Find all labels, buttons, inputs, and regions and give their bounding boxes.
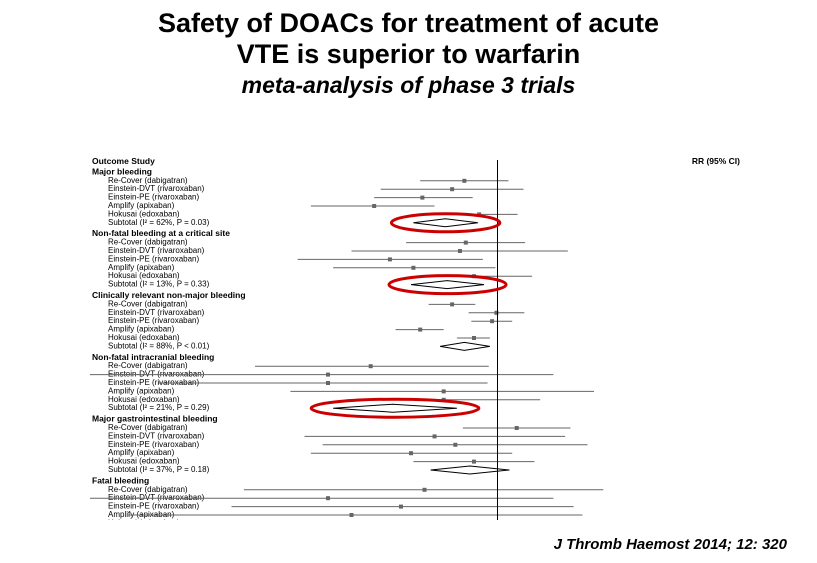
point-estimate bbox=[458, 249, 462, 253]
point-estimate bbox=[418, 328, 422, 332]
title-line-2: VTE is superior to warfarin bbox=[237, 39, 581, 69]
header-outcome: Outcome Study bbox=[92, 156, 155, 166]
point-estimate bbox=[515, 426, 519, 430]
forest-plot-svg: Outcome StudyRR (95% CI)Major bleedingRe… bbox=[90, 150, 750, 520]
slide-subtitle: meta-analysis of phase 3 trials bbox=[0, 72, 817, 100]
point-estimate bbox=[372, 204, 376, 208]
subtotal-label: Subtotal (I² = 21%, P = 0.29) bbox=[108, 403, 210, 412]
forest-plot: Outcome StudyRR (95% CI)Major bleedingRe… bbox=[90, 150, 750, 520]
point-estimate bbox=[462, 179, 466, 183]
slide-root: Safety of DOACs for treatment of acute V… bbox=[0, 0, 817, 563]
subtotal-diamond bbox=[440, 342, 490, 350]
point-estimate bbox=[369, 364, 373, 368]
subtotal-label: Subtotal (I² = 13%, P = 0.33) bbox=[108, 280, 210, 289]
point-estimate bbox=[326, 373, 330, 377]
header-rr: RR (95% CI) bbox=[692, 156, 740, 166]
subtotal-diamond bbox=[411, 281, 484, 289]
study-label: Hokusai (edoxaban) bbox=[108, 518, 180, 520]
point-estimate bbox=[423, 488, 427, 492]
subtotal-diamond bbox=[413, 219, 477, 227]
point-estimate bbox=[388, 257, 392, 261]
highlight-ring bbox=[389, 276, 506, 294]
subtotal-label: Subtotal (I² = 88%, P < 0.01) bbox=[108, 341, 210, 350]
point-estimate bbox=[326, 496, 330, 500]
point-estimate bbox=[472, 336, 476, 340]
subtotal-label: Subtotal (I² = 62%, P = 0.03) bbox=[108, 218, 210, 227]
point-estimate bbox=[464, 241, 468, 245]
point-estimate bbox=[420, 196, 424, 200]
subtotal-diamond bbox=[333, 404, 457, 412]
point-estimate bbox=[442, 389, 446, 393]
citation: J Thromb Haemost 2014; 12: 320 bbox=[554, 536, 787, 553]
point-estimate bbox=[433, 434, 437, 438]
point-estimate bbox=[409, 451, 413, 455]
highlight-ring bbox=[391, 214, 499, 232]
point-estimate bbox=[450, 302, 454, 306]
point-estimate bbox=[411, 266, 415, 270]
subtotal-label: Subtotal (I² = 37%, P = 0.18) bbox=[108, 465, 210, 474]
point-estimate bbox=[490, 319, 494, 323]
point-estimate bbox=[450, 187, 454, 191]
point-estimate bbox=[350, 513, 354, 517]
point-estimate bbox=[399, 505, 403, 509]
point-estimate bbox=[472, 460, 476, 464]
point-estimate bbox=[326, 381, 330, 385]
title-line-1: Safety of DOACs for treatment of acute bbox=[158, 8, 659, 38]
point-estimate bbox=[453, 443, 457, 447]
slide-title: Safety of DOACs for treatment of acute V… bbox=[0, 0, 817, 70]
